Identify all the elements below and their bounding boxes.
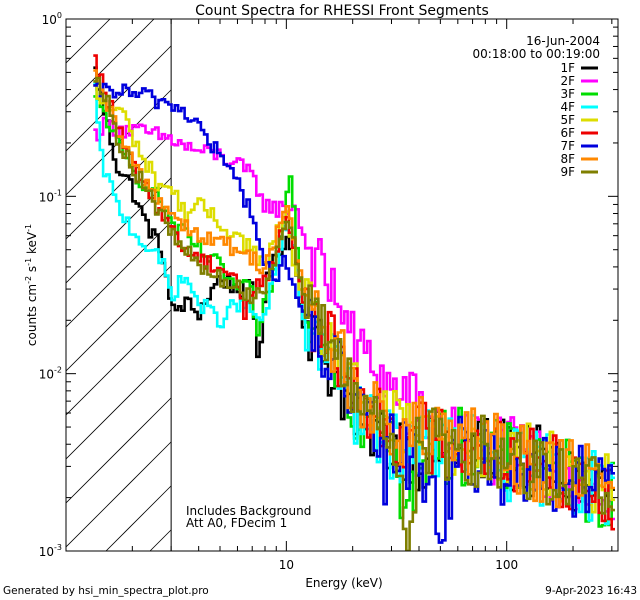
hatch-line bbox=[66, 19, 111, 64]
hatch-line bbox=[149, 529, 172, 551]
legend-label-9F: 9F bbox=[560, 165, 575, 179]
legend-label-1F: 1F bbox=[560, 61, 575, 75]
annotation-background: Includes Background bbox=[186, 504, 311, 518]
y-tick-label: 10-2 bbox=[39, 366, 62, 382]
hatch-line bbox=[66, 133, 172, 240]
hatch-line bbox=[66, 309, 172, 416]
x-axis-label: Energy (keV) bbox=[305, 576, 382, 590]
hatch-line bbox=[66, 177, 172, 284]
time-range-label: 00:18:00 to 00:19:00 bbox=[473, 47, 600, 61]
hatch-line bbox=[66, 221, 172, 328]
series-line-8F bbox=[93, 69, 615, 509]
generated-by-label: Generated by hsi_min_spectra_plot.pro bbox=[3, 585, 209, 597]
plot-frame bbox=[65, 18, 619, 552]
hatch-line bbox=[66, 45, 172, 152]
legend-label-5F: 5F bbox=[560, 113, 575, 127]
chart-title: Count Spectra for RHESSI Front Segments bbox=[195, 3, 489, 19]
hatch-line bbox=[66, 441, 172, 548]
hatch-line bbox=[66, 397, 172, 504]
legend-label-6F: 6F bbox=[560, 126, 575, 140]
legend-label-8F: 8F bbox=[560, 152, 575, 166]
legend-label-3F: 3F bbox=[560, 87, 575, 101]
axis-ticks bbox=[65, 19, 618, 552]
hatch-line bbox=[66, 265, 172, 372]
y-tick-label: 10-1 bbox=[39, 188, 62, 204]
timestamp-label: 9-Apr-2023 16:43 bbox=[545, 585, 637, 597]
y-axis-label: counts cm-2 s-1 keV-1 bbox=[24, 224, 39, 346]
axis-tick-labels: 10 100 100 10-1 10-2 10-3 bbox=[39, 11, 518, 572]
x-tick-label: 10 bbox=[279, 558, 294, 572]
series-group bbox=[93, 54, 615, 551]
hatch-line bbox=[66, 353, 172, 460]
x-tick-label: 100 bbox=[495, 558, 518, 572]
legend-label-2F: 2F bbox=[560, 74, 575, 88]
legend-label-4F: 4F bbox=[560, 100, 575, 114]
hatched-region bbox=[66, 19, 172, 551]
series-line-9F bbox=[93, 76, 615, 551]
y-tick-label: 10-3 bbox=[39, 543, 62, 559]
series-line-5F bbox=[93, 84, 615, 514]
hatch-line bbox=[66, 19, 155, 108]
legend-label-7F: 7F bbox=[560, 139, 575, 153]
date-label: 16-Jun-2004 bbox=[526, 34, 600, 48]
hatch-line bbox=[105, 485, 172, 551]
annotation-attenuator: Att A0, FDecim 1 bbox=[186, 516, 287, 530]
y-tick-label: 100 bbox=[42, 11, 62, 27]
